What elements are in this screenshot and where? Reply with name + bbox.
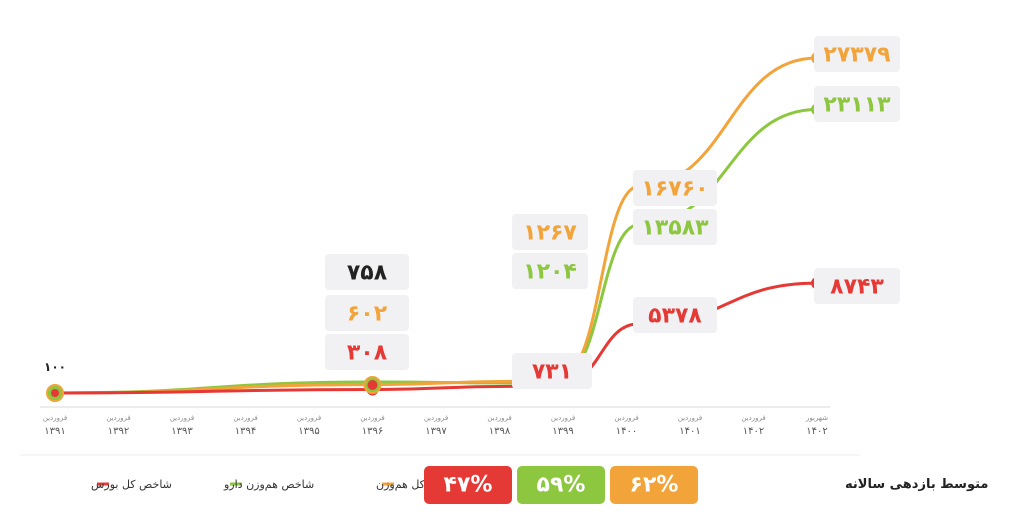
series-line	[53, 108, 819, 395]
x-tick-month: فروردین	[551, 414, 575, 422]
value-label: ۷۵۸	[347, 261, 388, 286]
summary-badge-value: ۵۹%	[537, 473, 586, 498]
value-label: ۱۳۵۸۳	[641, 216, 709, 241]
data-point	[51, 389, 59, 397]
x-tick-month: فروردین	[614, 414, 638, 422]
data-labels: ۷۵۸ ۶۰۲ ۳۰۸ ۱۲۶۷ ۱۲۰۴ ۷۳۱ ۱۶۷۶۰ ۱۳۵۸۳ ۵۳۷۸ ۲۷۳۷۹ ۲…	[325, 36, 900, 389]
value-label-box	[325, 295, 409, 331]
x-tick-year: ۱۳۹۷	[425, 426, 447, 437]
x-tick-month: فروردین	[297, 414, 321, 422]
value-label: ۱۶۷۶۰	[641, 177, 708, 202]
value-label-box	[814, 268, 900, 304]
value-label-box	[512, 353, 592, 389]
x-tick-month: فروردین	[678, 414, 702, 422]
value-label-box	[325, 254, 409, 290]
summary-badge-value: ۴۷%	[444, 473, 493, 498]
x-tick-year: ۱۳۹۵	[298, 426, 319, 437]
summary-badge	[424, 466, 512, 504]
x-tick-month: فروردین	[233, 414, 257, 422]
summary-badge	[610, 466, 698, 504]
x-tick-year: ۱۳۹۹	[552, 426, 573, 437]
summary-badge-value: ۶۲%	[630, 473, 679, 498]
start-value-label: ۱۰۰	[44, 360, 66, 374]
x-tick-month: شهریور	[805, 414, 828, 422]
x-tick-year: ۱۴۰۰	[616, 426, 637, 437]
x-tick-month: فروردین	[360, 414, 384, 422]
value-label: ۸۷۴۳	[830, 275, 884, 300]
x-tick-month: فروردین	[170, 414, 194, 422]
value-label: ۷۳۱	[532, 360, 572, 385]
x-tick-month: فروردین	[487, 414, 511, 422]
value-label-box	[633, 297, 717, 333]
value-label: ۲۷۳۷۹	[823, 43, 890, 68]
legend-label: شاخص هم‌وزن دارو	[223, 478, 314, 491]
data-point	[367, 380, 378, 390]
value-label-box	[814, 86, 900, 122]
summary-title: متوسط بازدهی سالانه	[845, 477, 988, 492]
x-tick-month: فروردین	[741, 414, 765, 422]
value-label: ۱۲۶۷	[523, 221, 577, 246]
x-tick-year: ۱۳۹۳	[171, 426, 193, 437]
value-label: ۳۰۸	[347, 341, 388, 366]
x-tick-year: ۱۴۰۲	[743, 426, 764, 437]
x-tick-year: ۱۳۹۲	[108, 426, 129, 437]
x-tick-year: ۱۳۹۶	[362, 426, 383, 437]
x-tick-month: فروردین	[106, 414, 130, 422]
value-label-box	[633, 170, 717, 206]
x-tick-month: فروردین	[43, 414, 67, 422]
value-label-box	[633, 209, 717, 245]
value-label-box	[512, 214, 588, 250]
value-label: ۵۳۷۸	[648, 304, 702, 329]
value-label: ۲۳۱۱۳	[823, 93, 891, 118]
summary-badge	[517, 466, 605, 504]
x-tick-year: ۱۳۹۱	[44, 426, 65, 437]
x-tick-month: فروردین	[424, 414, 448, 422]
value-label-box	[512, 253, 588, 289]
x-tick-year: ۱۳۹۴	[235, 426, 256, 437]
value-label-box	[814, 36, 900, 72]
x-tick-year: ۱۳۹۸	[489, 426, 511, 437]
value-label-box	[325, 334, 409, 370]
summary-badges: ۶۲% ۵۹% ۴۷%	[424, 466, 698, 504]
x-tick-year: ۱۴۰۲	[806, 426, 827, 437]
value-label: ۶۰۲	[347, 302, 388, 327]
x-tick-year: ۱۴۰۱	[679, 426, 700, 437]
value-label: ۱۲۰۴	[523, 260, 577, 285]
legend-label: شاخص کل بورس	[91, 478, 172, 491]
x-axis-ticks: فروردین ۱۳۹۱ فروردین ۱۳۹۲ فروردین ۱۳۹۳ فروردین…	[43, 414, 828, 437]
